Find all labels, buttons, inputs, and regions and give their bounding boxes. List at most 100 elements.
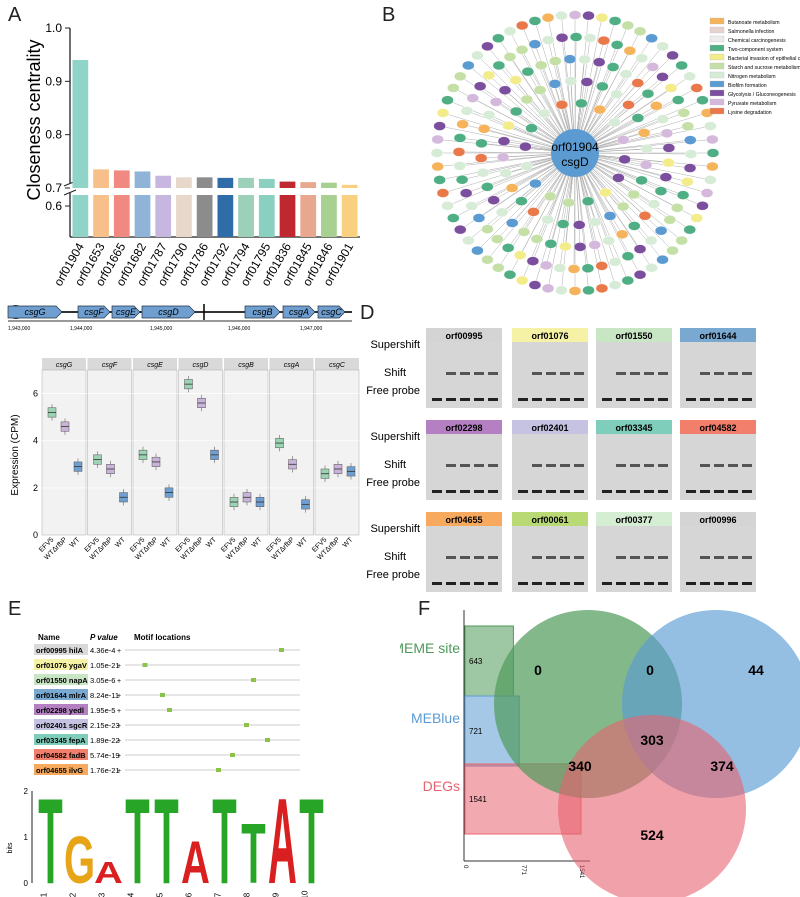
gene-node [505,183,519,193]
gel-row-label: Shift [384,459,406,471]
y-tick-label: 4 [33,436,38,446]
gene-node [462,235,475,246]
gene-node [527,207,540,217]
genome-tick-label: 1,946,000 [228,326,250,332]
facet-label: csgD [193,362,209,369]
facet-strip [315,358,359,370]
gene-node [608,16,622,26]
free-probe-band [446,490,456,493]
free-probe-band [560,490,570,493]
gel-gene-label: orf01076 [531,331,568,341]
gene-node [617,135,630,145]
gene-node [623,46,637,56]
gene-node [637,128,651,138]
gene-node [515,196,528,206]
gene-name: orf04655 ilvG [36,766,83,775]
shift-band [728,372,738,375]
gene-node [513,250,527,260]
gel-header [512,328,588,342]
gene-arrow-label: csgB [252,307,272,317]
gene-node [659,172,673,182]
gene-node [502,120,515,131]
free-probe-band [616,490,626,493]
motif-site [167,708,172,712]
logo-position: 2 [69,892,78,897]
gene-name: orf01644 mlrA [36,691,87,700]
gene-node [482,110,496,120]
gel-row-label: Free probe [366,385,420,397]
strand: + [117,648,121,655]
legend-swatch [709,35,725,43]
bar [341,184,358,188]
gene-node [700,188,714,198]
shift-band [658,464,668,467]
y-tick-label: 0 [33,530,38,540]
gene-node [635,175,648,186]
shift-band [644,556,654,559]
logo-letter: A [268,774,297,897]
legend-label: Biofilm formation [728,83,767,89]
logo-position: 1 [40,892,49,897]
motif-site [251,678,256,682]
gene-arrow [244,305,281,319]
gene-node [683,224,696,235]
gene-node [641,89,655,99]
free-probe-band [446,398,456,401]
logo-position: 10 [301,890,310,897]
gene-node [549,56,562,66]
gene-node [635,53,648,63]
free-probe-band [714,490,724,493]
legend-label: Starch and sucrose metabolism [728,65,800,71]
free-probe-band [474,490,484,493]
panel-c-boxplot: csgG csgF csgE csgD csgB csgA csgC 1,943,000 1,9… [7,304,360,562]
gene-node [472,213,486,223]
facet-panel [41,369,87,536]
p-value: 3.05e-6 [90,676,115,685]
bar-lower [93,195,109,237]
shift-band [630,556,640,559]
strand: + [117,678,121,685]
gene-node [491,234,504,244]
free-probe-band [658,398,668,401]
bar-lower [238,195,254,237]
free-probe-band [658,582,668,585]
x-tick-label: WT [296,536,309,549]
y-tick-label: 0.7 [45,181,62,195]
free-probe-band [644,490,654,493]
gene-node [495,207,509,217]
legend-swatch [709,53,725,61]
shift-band [560,464,570,467]
free-probe-band [432,582,442,585]
gene-node [595,283,609,294]
free-probe-band [700,582,710,585]
gene-node [502,243,515,253]
gene-node [462,60,475,71]
gene-node [610,89,623,99]
y-axis-label: Expression (CPM) [10,414,21,495]
bar [72,60,89,188]
gene-node [489,97,503,107]
gene-node [530,234,544,244]
logo-position: 9 [272,892,281,897]
free-probe-band [518,490,528,493]
shift-band [574,372,584,375]
gene-node [528,16,542,26]
gene-node [441,95,454,105]
shift-band [616,556,626,559]
legend-swatch [709,62,725,70]
gene-node [676,190,690,200]
free-probe-band [518,398,528,401]
gene-node [608,280,622,290]
motif-site [265,738,270,742]
legend-swatch [709,89,725,97]
gel-gene-label: orf04655 [445,515,482,525]
p-value: 8.24e-11 [90,691,119,700]
gene-node [465,201,478,211]
shift-band [460,372,470,375]
gene-node [662,143,676,153]
free-probe-band [474,582,484,585]
panel-label-b: B [382,4,396,26]
x-tick-label: WT [160,536,173,549]
gene-arrow [282,305,316,319]
